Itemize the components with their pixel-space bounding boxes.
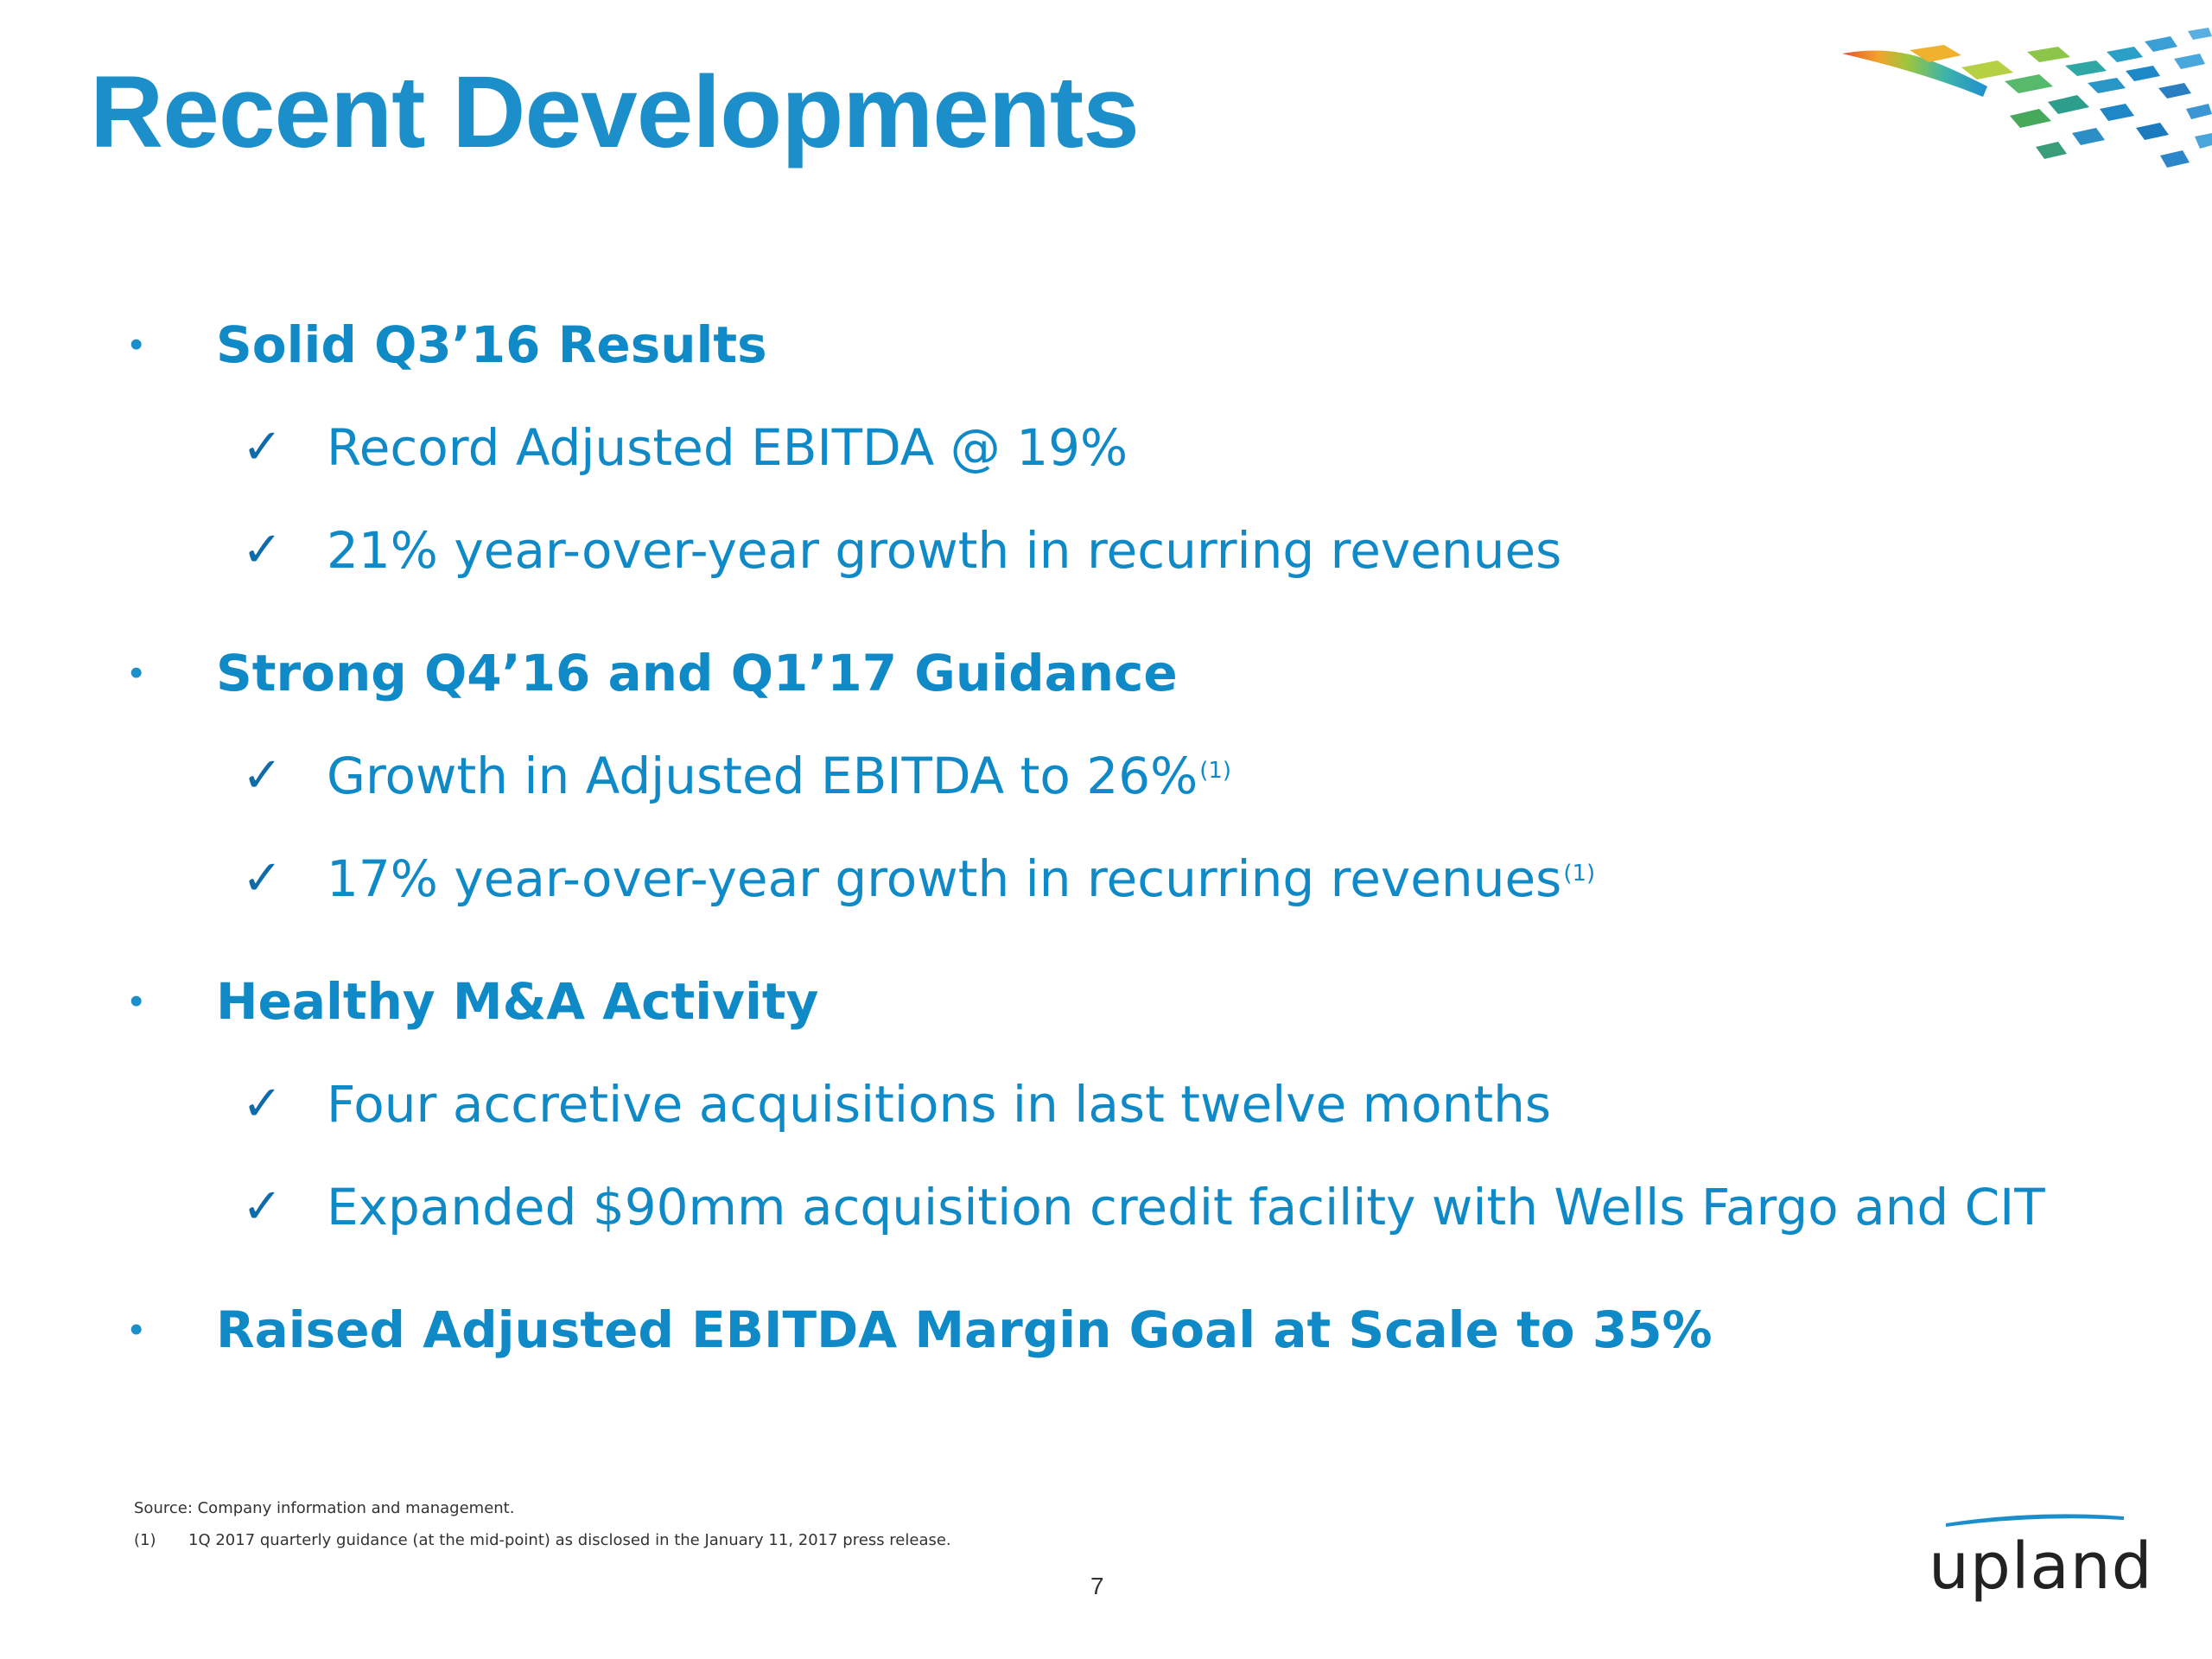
page-number: 7: [1090, 1573, 1104, 1599]
checkmark-icon: ✓: [242, 419, 283, 475]
check-item-text: Four accretive acquisitions in last twel…: [327, 1075, 1552, 1134]
checkmark-icon: ✓: [242, 747, 283, 804]
brand-wordmark: upland: [1929, 1529, 2153, 1604]
check-item-text: Growth in Adjusted EBITDA to 26%(1): [327, 747, 1232, 805]
checkmark-icon: ✓: [242, 522, 283, 578]
brand-arc-icon: [1946, 1514, 2124, 1527]
check-item-text: Record Adjusted EBITDA @ 19%: [327, 418, 1128, 477]
checkmark-icon: ✓: [242, 850, 283, 906]
source-footnote: Source: Company information and manageme…: [134, 1499, 515, 1517]
bullet-dot-icon: •: [130, 652, 143, 694]
footnote-marker: (1): [1563, 861, 1596, 887]
footnote-number: (1): [134, 1531, 156, 1549]
check-item-text: Expanded $90mm acquisition credit facili…: [327, 1178, 2045, 1236]
check-item-text: 17% year-over-year growth in recurring r…: [327, 849, 1596, 908]
slide-title: Recent Developments: [90, 55, 1140, 169]
check-item-text: 21% year-over-year growth in recurring r…: [327, 521, 1562, 580]
bullet-dot-icon: •: [130, 323, 143, 365]
bullet-heading: Healthy M&A Activity: [216, 972, 819, 1031]
bullet-dot-icon: •: [130, 1308, 143, 1351]
bullet-heading: Strong Q4’16 and Q1’17 Guidance: [216, 644, 1178, 702]
checkmark-icon: ✓: [242, 1076, 283, 1132]
upland-mosaic-logo-icon: [1842, 28, 2212, 168]
footnote-text: 1Q 2017 quarterly guidance (at the mid-p…: [188, 1531, 951, 1549]
checkmark-icon: ✓: [242, 1179, 283, 1235]
bullet-heading: Solid Q3’16 Results: [216, 315, 767, 374]
bullet-heading: Raised Adjusted EBITDA Margin Goal at Sc…: [216, 1300, 1713, 1359]
bullet-dot-icon: •: [130, 980, 143, 1022]
footnote-marker: (1): [1199, 758, 1232, 784]
